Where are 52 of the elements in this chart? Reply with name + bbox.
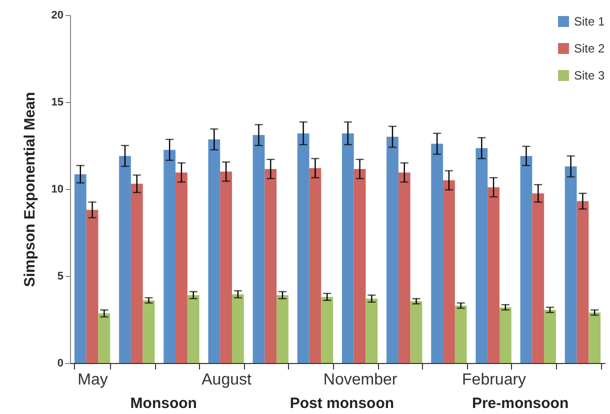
bar bbox=[499, 307, 512, 363]
bar bbox=[297, 133, 310, 363]
bar bbox=[410, 301, 422, 363]
y-tick-label: 20 bbox=[51, 10, 64, 22]
bar bbox=[119, 156, 131, 363]
x-tick-label: August bbox=[202, 372, 252, 388]
bar bbox=[252, 135, 265, 363]
bar bbox=[321, 296, 334, 363]
bar bbox=[98, 313, 110, 363]
x-tick-label: February bbox=[462, 372, 526, 388]
y-tick-label: 15 bbox=[51, 96, 64, 108]
bar bbox=[86, 210, 98, 363]
bar bbox=[544, 310, 556, 363]
bar bbox=[130, 184, 143, 363]
bar bbox=[164, 150, 176, 363]
bar bbox=[443, 180, 455, 363]
bar bbox=[142, 300, 155, 363]
bar bbox=[588, 312, 601, 363]
text: Monsoon bbox=[130, 395, 197, 412]
bar bbox=[476, 148, 488, 363]
bar bbox=[232, 294, 244, 363]
bar bbox=[187, 295, 200, 363]
bar bbox=[276, 295, 288, 363]
bar bbox=[176, 172, 188, 363]
legend-label: Site 2 bbox=[574, 42, 606, 56]
bar bbox=[488, 187, 500, 363]
text: Pre-monsoon bbox=[472, 395, 569, 412]
bar bbox=[520, 156, 532, 363]
bar bbox=[564, 166, 577, 363]
y-axis-title: Simpson Exponential Mean bbox=[21, 92, 38, 288]
bar bbox=[454, 306, 467, 363]
x-tick-label: May bbox=[78, 372, 108, 388]
bar bbox=[264, 168, 277, 363]
bar bbox=[576, 201, 589, 363]
bar bbox=[208, 139, 220, 363]
y-tick-label: 5 bbox=[57, 270, 64, 282]
x-tick-label: November bbox=[323, 372, 398, 388]
y-tick-label: 10 bbox=[51, 184, 64, 196]
bar bbox=[398, 172, 410, 363]
bar bbox=[532, 193, 544, 363]
bar bbox=[220, 172, 232, 363]
legend-label: Site 3 bbox=[574, 68, 606, 82]
legend-label: Site 1 bbox=[574, 14, 606, 28]
bar bbox=[309, 168, 322, 363]
bar bbox=[354, 168, 366, 363]
bar bbox=[342, 133, 354, 363]
bar bbox=[74, 174, 86, 363]
bar bbox=[431, 144, 444, 363]
bar bbox=[366, 298, 378, 363]
text: Post monsoon bbox=[290, 395, 394, 412]
y-tick-label: 0 bbox=[57, 358, 64, 370]
bar bbox=[386, 136, 398, 363]
